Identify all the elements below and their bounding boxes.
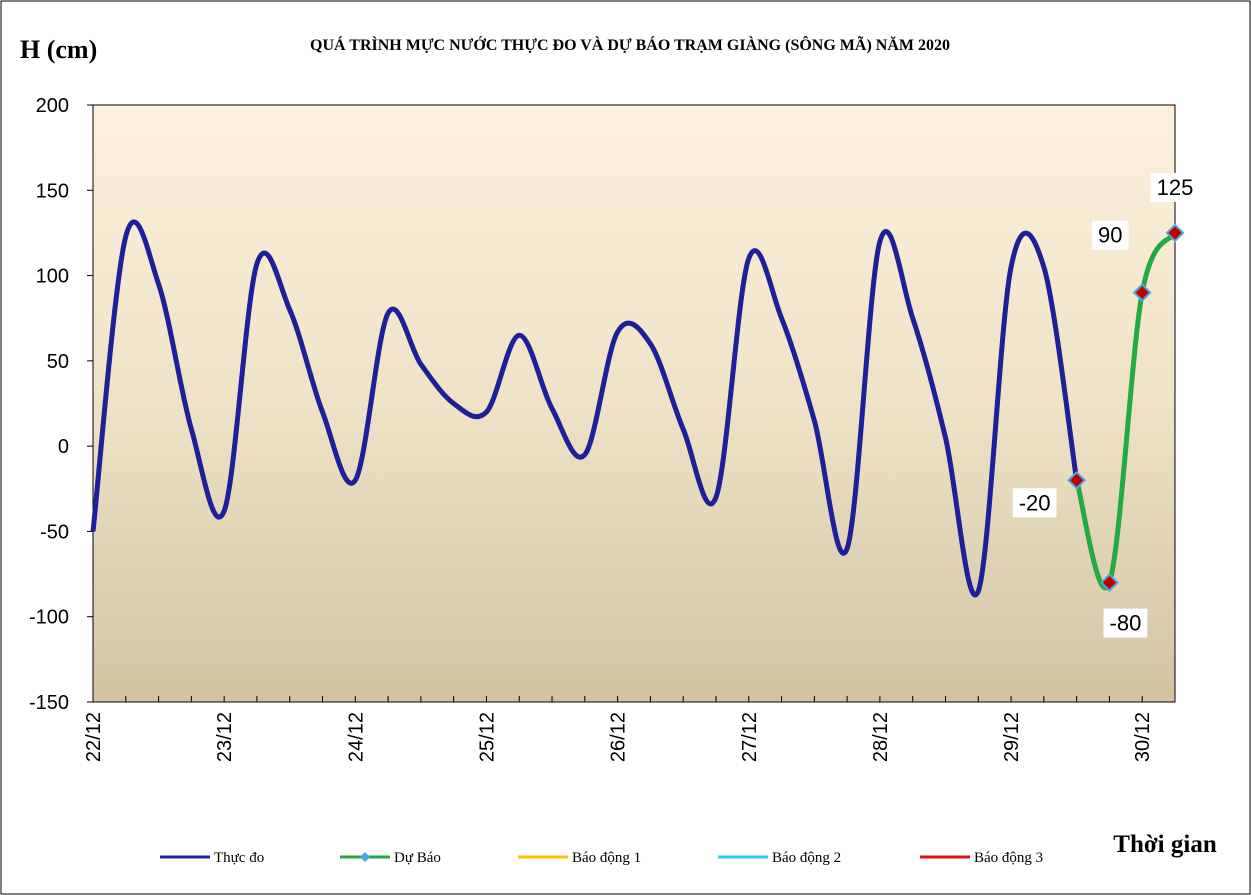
plot-area bbox=[92, 104, 1176, 703]
legend-label: Báo động 3 bbox=[974, 850, 1043, 866]
data-label: -20 bbox=[1019, 490, 1051, 515]
marker bbox=[1067, 470, 1087, 490]
data-label: 125 bbox=[1157, 175, 1194, 200]
data-label-box bbox=[1150, 172, 1200, 202]
x-tick-label: 29/12 bbox=[1001, 712, 1023, 762]
y-tick-label: -150 bbox=[29, 692, 69, 714]
series-line bbox=[1074, 231, 1178, 590]
x-tick-label: 26/12 bbox=[608, 712, 630, 762]
x-tick-label: 27/12 bbox=[739, 712, 761, 762]
marker bbox=[1100, 573, 1119, 593]
series-line bbox=[90, 219, 1080, 598]
marker bbox=[1165, 223, 1185, 243]
data-label: -80 bbox=[1110, 611, 1142, 636]
data-label-group: 90 bbox=[1091, 220, 1129, 250]
y-tick-label: 200 bbox=[36, 95, 69, 117]
data-label-group: 125 bbox=[1150, 172, 1200, 202]
chart-title: QUÁ TRÌNH MỰC NƯỚC THỰC ĐO VÀ DỰ BÁO TRẠ… bbox=[310, 35, 950, 54]
marker bbox=[1132, 283, 1152, 303]
legend-label: Báo động 2 bbox=[772, 850, 841, 866]
legend-label: Báo động 1 bbox=[572, 850, 641, 866]
y-tick-label: 100 bbox=[36, 266, 69, 288]
x-tick-label: 23/12 bbox=[214, 712, 236, 762]
y-tick-label: -100 bbox=[29, 607, 69, 629]
y-axis-label: H (cm) bbox=[20, 35, 97, 64]
x-axis-label: Thời gian bbox=[1113, 831, 1217, 858]
legend-label: Dự Báo bbox=[394, 850, 441, 866]
x-tick-label: 24/12 bbox=[345, 712, 367, 762]
data-label-box bbox=[1012, 488, 1057, 518]
legend-label: Thực đo bbox=[214, 850, 264, 866]
y-tick-label: 150 bbox=[36, 180, 69, 202]
x-tick-label: 25/12 bbox=[476, 712, 498, 762]
data-label-group: -80 bbox=[1103, 608, 1148, 638]
data-label-box bbox=[1091, 220, 1129, 250]
legend-marker bbox=[360, 852, 370, 862]
y-tick-label: -50 bbox=[40, 521, 69, 543]
data-label: 90 bbox=[1098, 223, 1122, 248]
y-tick-label: 0 bbox=[58, 436, 69, 458]
x-tick-label: 28/12 bbox=[870, 712, 892, 762]
x-tick-label: 22/12 bbox=[83, 712, 105, 762]
data-label-group: -20 bbox=[1012, 488, 1057, 518]
y-tick-label: 50 bbox=[47, 351, 69, 373]
x-tick-label: 30/12 bbox=[1132, 712, 1154, 762]
data-label-box bbox=[1103, 608, 1148, 638]
